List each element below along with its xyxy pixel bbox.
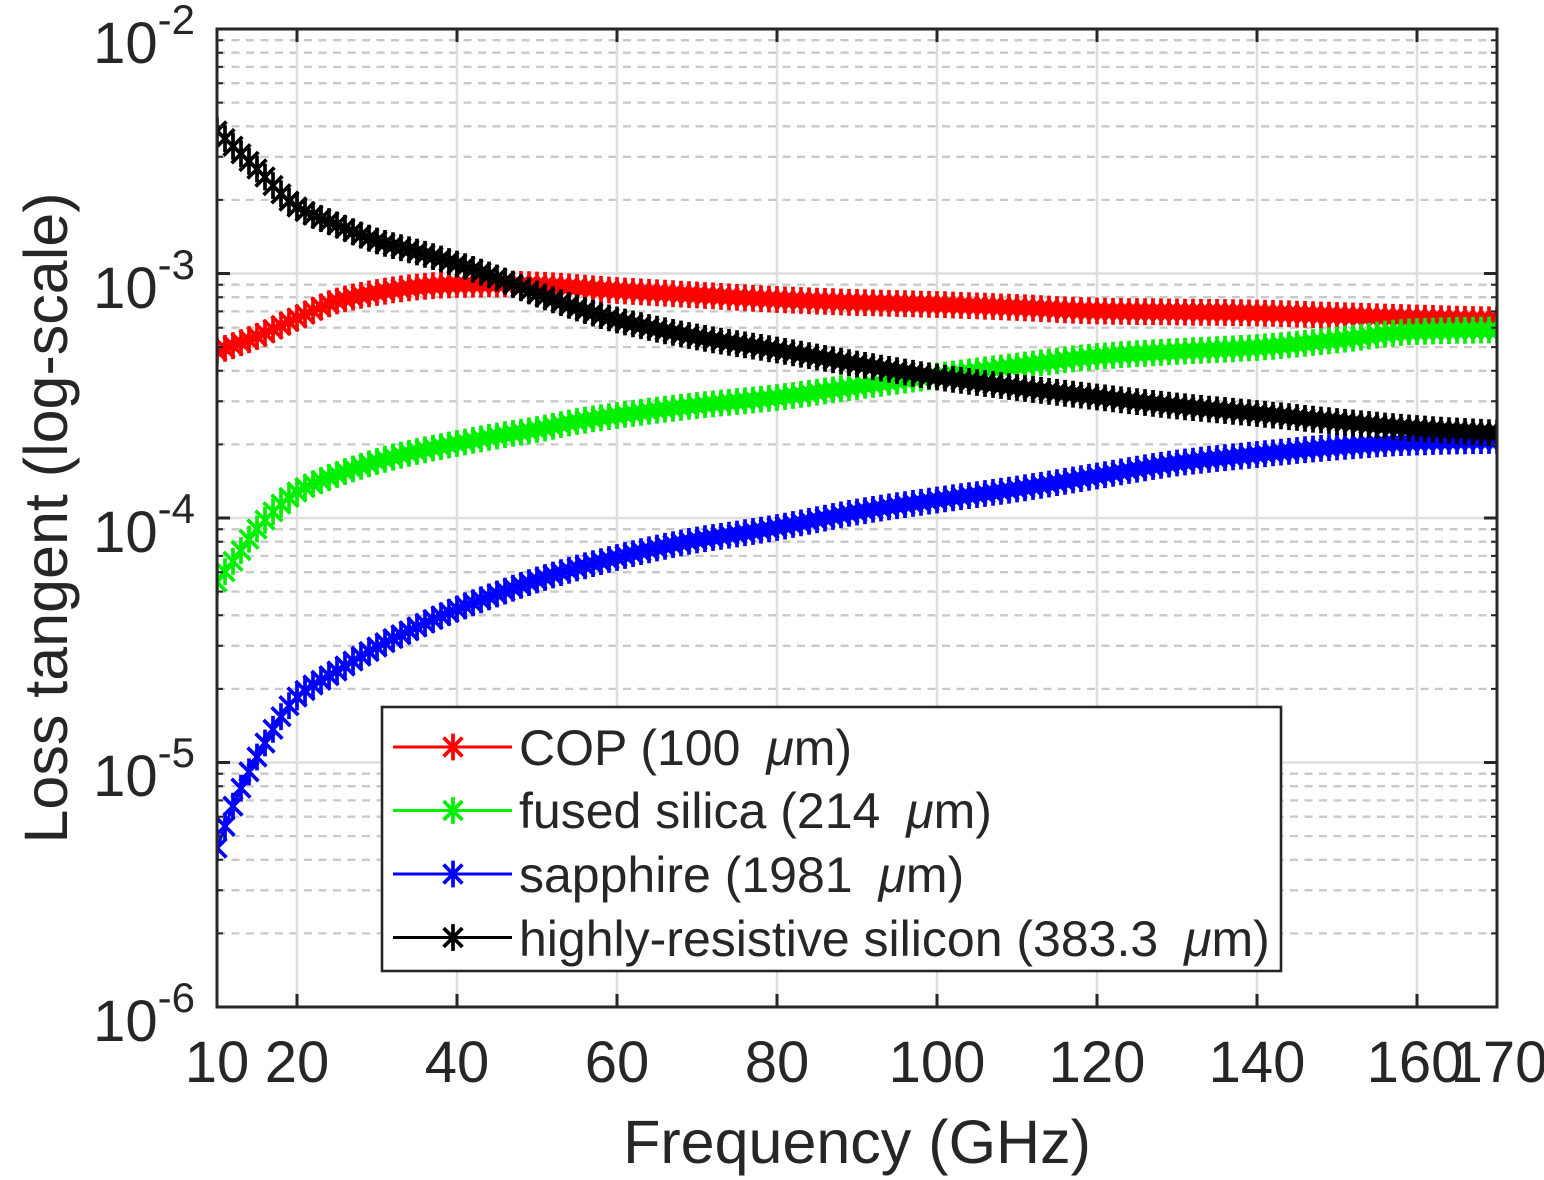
- svg-text:10: 10: [185, 1030, 250, 1095]
- svg-text:Loss tangent (log-scale): Loss tangent (log-scale): [12, 192, 80, 843]
- svg-text:100: 100: [889, 1030, 986, 1095]
- svg-text:60: 60: [585, 1030, 650, 1095]
- svg-text:20: 20: [265, 1030, 330, 1095]
- svg-text:170: 170: [1451, 1030, 1544, 1095]
- svg-text:160: 160: [1367, 1030, 1464, 1095]
- svg-text:80: 80: [745, 1030, 810, 1095]
- svg-text:40: 40: [425, 1030, 490, 1095]
- svg-text:120: 120: [1049, 1030, 1146, 1095]
- svg-text:140: 140: [1209, 1030, 1306, 1095]
- svg-text:highly-resistive silicon (383.: highly-resistive silicon (383.3 μm): [519, 911, 1270, 967]
- svg-text:Frequency (GHz): Frequency (GHz): [623, 1108, 1091, 1176]
- svg-text:fused silica (214 μm): fused silica (214 μm): [519, 783, 992, 839]
- svg-text:COP (100 μm): COP (100 μm): [519, 720, 852, 776]
- svg-text:sapphire (1981 μm): sapphire (1981 μm): [519, 847, 964, 903]
